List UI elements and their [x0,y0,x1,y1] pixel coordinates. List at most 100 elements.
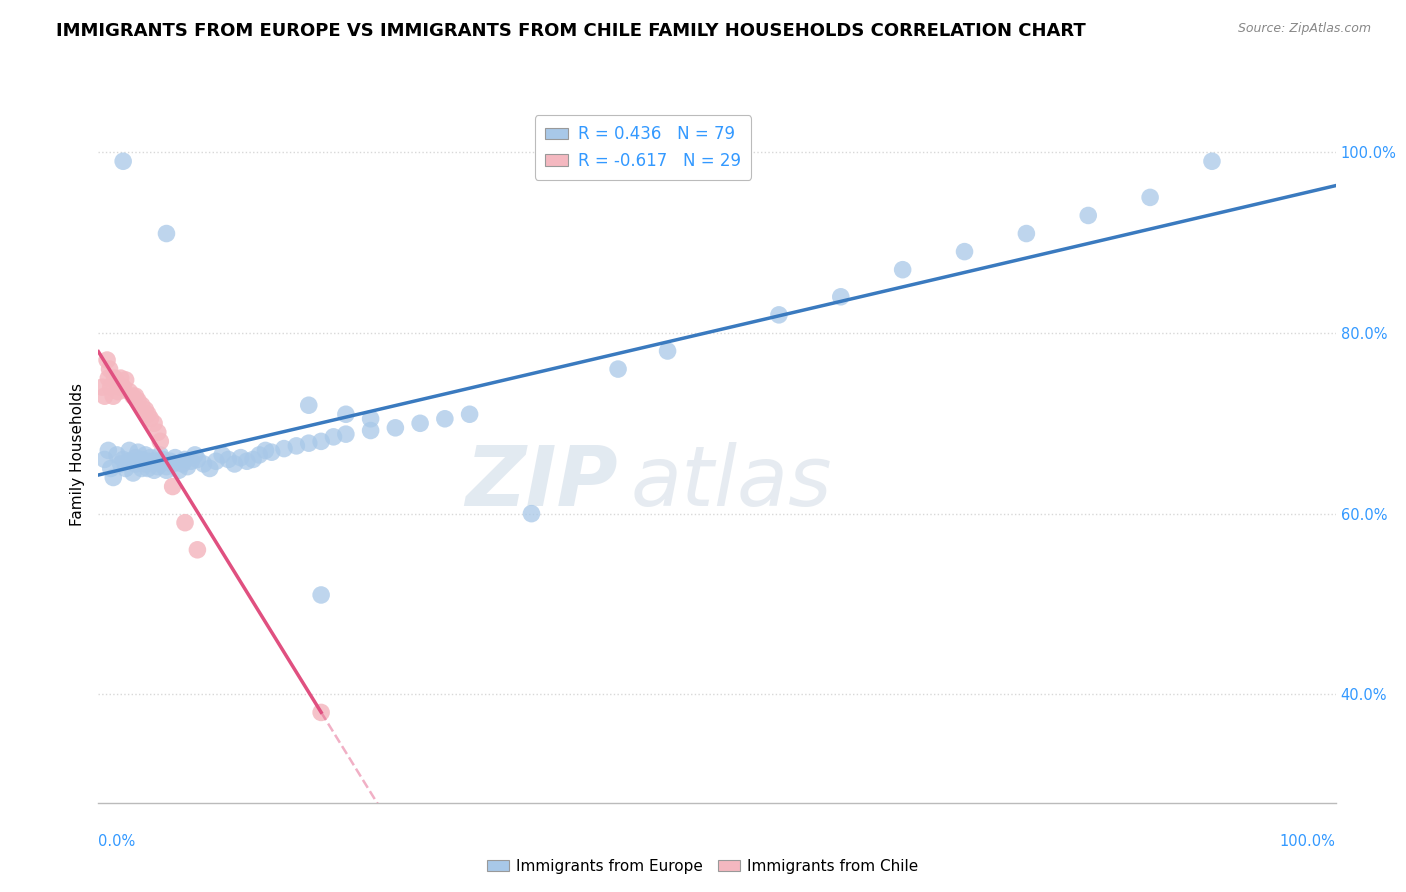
Point [186,452,208,467]
Point [322,430,344,444]
Text: Source: ZipAtlas.com: Source: ZipAtlas.com [1237,22,1371,36]
Legend: Immigrants from Europe, Immigrants from Chile: Immigrants from Europe, Immigrants from … [481,853,925,880]
Point [384,421,406,435]
Point [105,448,128,462]
Point [159,454,181,468]
Point [360,424,382,438]
Point [162,479,184,493]
Point [114,461,136,475]
Point [124,450,146,465]
Point [103,470,125,484]
Point [139,450,162,465]
Point [298,398,321,412]
Point [143,454,166,468]
Point [152,452,174,467]
Point [236,454,259,468]
Point [139,411,162,425]
Point [100,380,122,394]
Point [110,371,132,385]
Point [180,454,202,468]
Point [186,542,208,557]
Point [657,344,679,359]
Point [134,457,156,471]
Point [107,384,129,399]
Point [136,454,159,468]
Point [112,452,135,467]
Point [273,442,295,456]
Point [242,452,264,467]
Point [149,448,172,462]
Point [1015,227,1038,241]
Point [260,445,283,459]
Point [127,393,149,408]
Point [122,466,145,480]
Point [768,308,790,322]
Point [174,516,197,530]
Point [205,454,228,468]
Point [254,443,277,458]
Point [198,461,221,475]
Point [172,457,194,471]
Point [98,362,121,376]
Point [97,443,120,458]
Point [953,244,976,259]
Point [217,452,239,467]
Point [176,459,198,474]
Point [134,402,156,417]
Point [103,389,125,403]
Point [93,389,115,403]
Point [112,380,135,394]
Point [458,407,481,421]
Text: IMMIGRANTS FROM EUROPE VS IMMIGRANTS FROM CHILE FAMILY HOUSEHOLDS CORRELATION CH: IMMIGRANTS FROM EUROPE VS IMMIGRANTS FRO… [56,22,1085,40]
Point [114,373,136,387]
Text: ZIP: ZIP [465,442,619,524]
Point [112,154,135,169]
Point [155,459,177,474]
Point [224,457,246,471]
Point [136,461,159,475]
Point [134,448,156,462]
Point [96,353,118,368]
Point [149,434,172,449]
Point [229,450,252,465]
Point [146,459,169,474]
Point [143,417,166,431]
Point [103,371,125,385]
Point [309,434,332,449]
Point [110,457,132,471]
Point [433,411,456,425]
Point [174,452,197,467]
Point [1139,190,1161,204]
Point [1201,154,1223,169]
Point [247,448,270,462]
Point [193,457,215,471]
Point [124,457,146,471]
Point [149,457,172,471]
Point [155,227,177,241]
Point [136,407,159,421]
Point [360,411,382,425]
Point [167,463,190,477]
Point [91,380,114,394]
Point [146,425,169,440]
Point [118,443,141,458]
Point [131,461,153,475]
Point [409,417,432,431]
Point [100,461,122,475]
Point [335,407,357,421]
Point [309,588,332,602]
Point [184,448,207,462]
Point [162,457,184,471]
Point [298,436,321,450]
Point [211,448,233,462]
Point [110,380,132,394]
Point [285,439,308,453]
Point [335,427,357,442]
Point [891,262,914,277]
Point [131,452,153,467]
Point [131,398,153,412]
Point [1077,209,1099,223]
Y-axis label: Family Households: Family Households [69,384,84,526]
Point [155,463,177,477]
Legend: R = 0.436   N = 79, R = -0.617   N = 29: R = 0.436 N = 79, R = -0.617 N = 29 [534,115,751,179]
